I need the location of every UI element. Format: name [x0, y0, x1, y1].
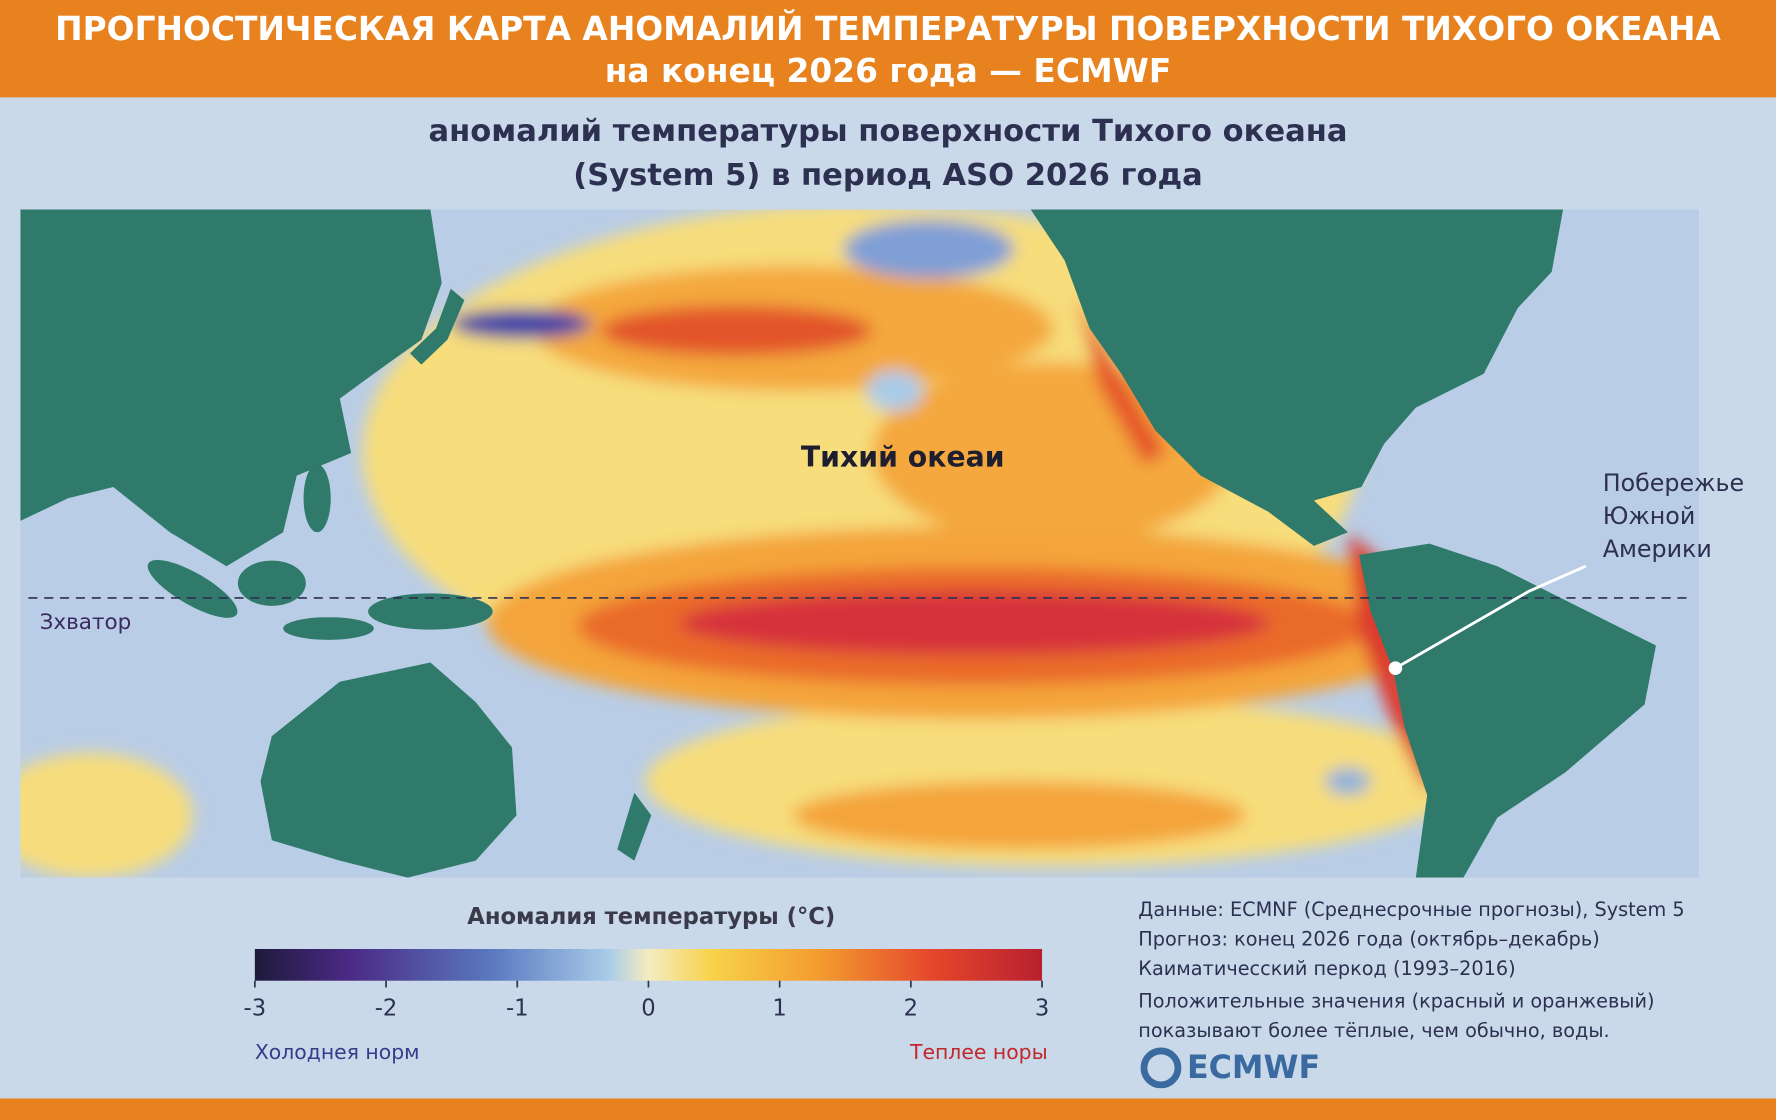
info-line: показывают более тёплые, чем обычно, вод… [1138, 1019, 1609, 1042]
info-line: Каиматичесский перкод (1993–2016) [1138, 957, 1515, 980]
coast-label: Америки [1603, 535, 1712, 563]
legend-title: Аномалия температуры (°C) [467, 904, 835, 930]
tick-label: -1 [506, 996, 529, 1022]
pointer-dot [1388, 661, 1403, 675]
colorbar [254, 948, 1043, 981]
subtitle: аномалий температуры поверхности Тихого … [428, 114, 1347, 149]
colorbar-ticks: -3 -2 -1 0 1 2 3 [244, 980, 1049, 1022]
low-label: Холоднея норм [255, 1040, 420, 1064]
coast-label: Побережье [1603, 469, 1744, 497]
high-label: Теплее норы [909, 1040, 1048, 1064]
header-title: на конец 2026 года — ECMWF [605, 52, 1172, 90]
logo: ECMWF [1187, 1050, 1320, 1086]
footer-band [0, 1098, 1776, 1120]
info-line: Прогноз: конец 2026 года (октябрь–декабр… [1138, 927, 1599, 950]
land [20, 209, 1656, 878]
subtitle: (System 5) в период ASO 2026 года [573, 158, 1203, 193]
info-line: Данные: ECMNF (Среднесрочные прогнозы), … [1138, 898, 1684, 921]
equator-label: Зхватор [40, 610, 132, 635]
tick-label: 2 [904, 996, 918, 1022]
tick-label: 1 [772, 996, 786, 1022]
tick-label: -3 [244, 996, 267, 1022]
header-band [0, 0, 1776, 98]
map [20, 209, 1699, 878]
tick-label: -2 [375, 996, 398, 1022]
header-title: ПРОГНОСТИЧЕСКАЯ КАРТА АНОМАЛИЙ ТЕМПЕРАТУ… [55, 8, 1721, 48]
ocean-label: Тихий океаи [801, 441, 1005, 474]
tick-label: 0 [641, 996, 655, 1022]
info-line: Положительные значения (красный и оранже… [1138, 990, 1654, 1013]
logo-icon [1140, 1047, 1182, 1089]
coast-label: Южной [1603, 502, 1696, 530]
tick-label: 3 [1035, 996, 1049, 1022]
pointer-line [1394, 564, 1587, 670]
